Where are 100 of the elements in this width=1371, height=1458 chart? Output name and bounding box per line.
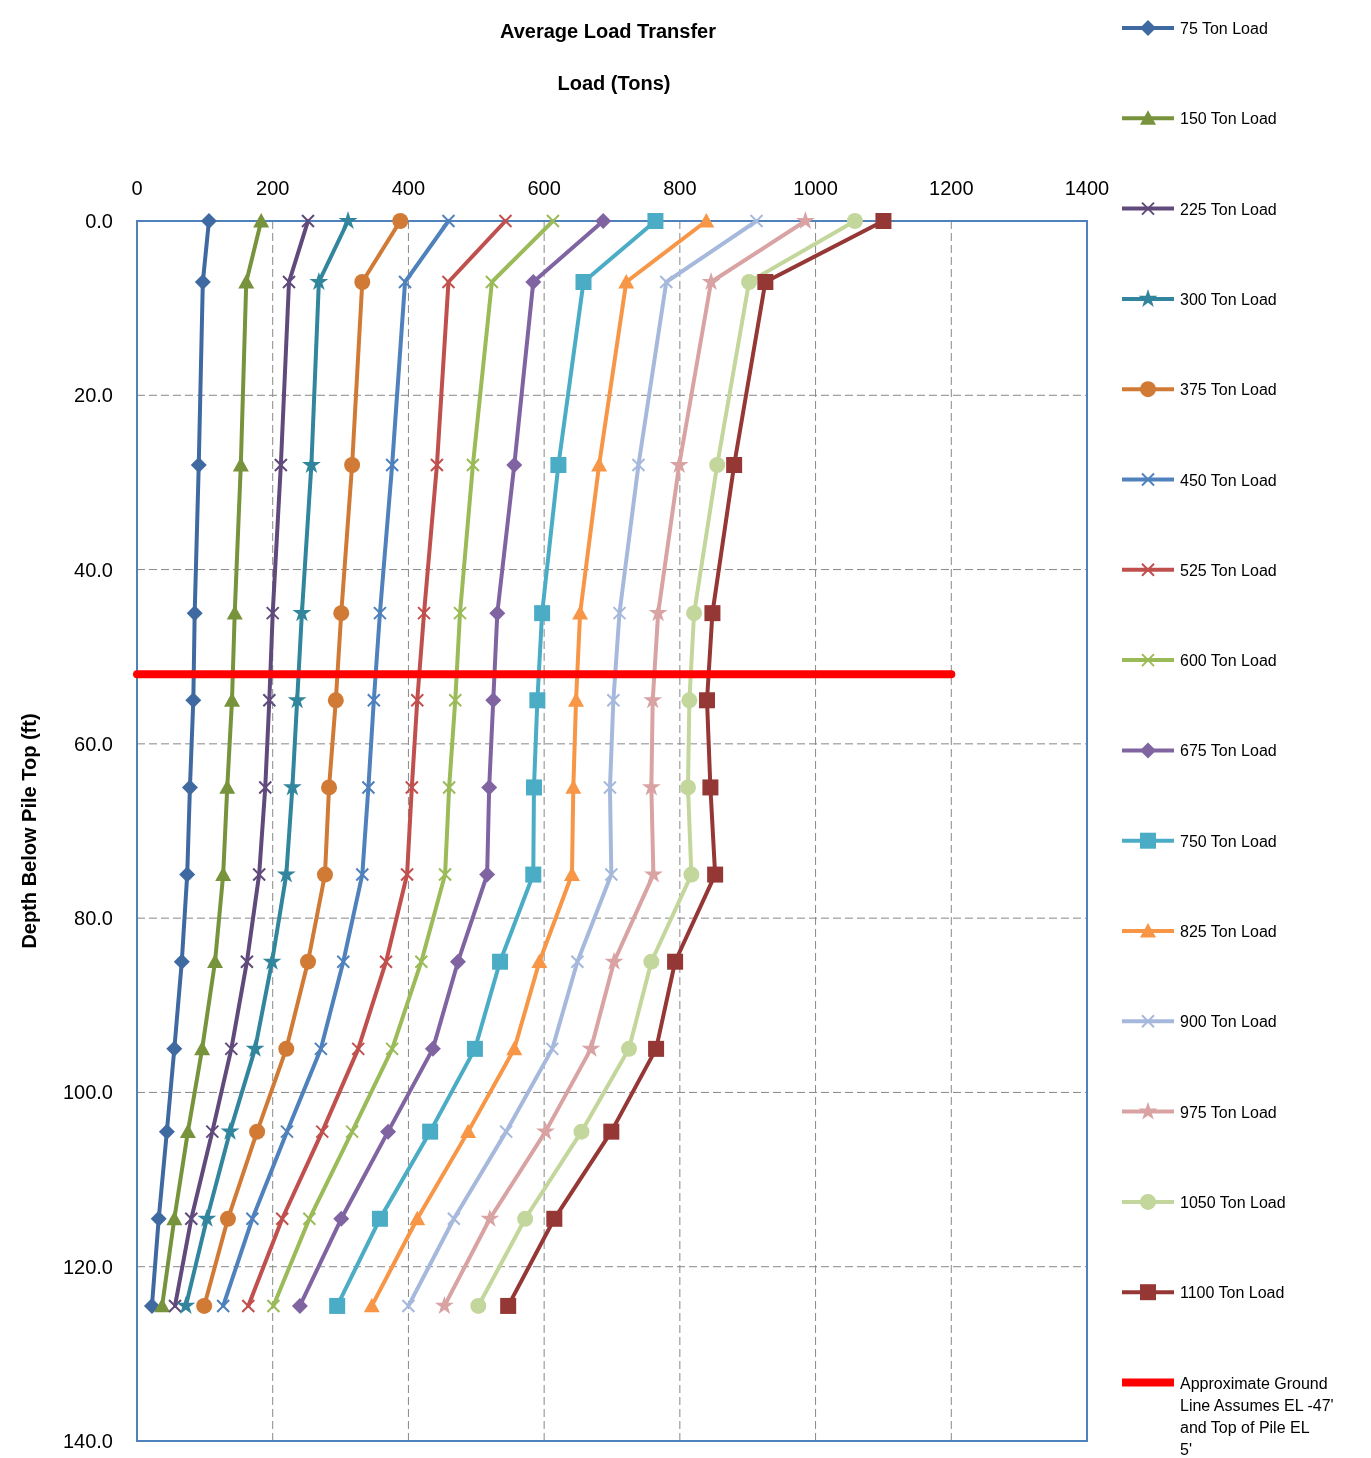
point [757,274,774,290]
point [414,954,429,969]
legend-label: 675 Ton Load [1180,742,1277,760]
point [278,1040,295,1057]
point [392,213,409,229]
point [301,214,315,228]
point [252,867,267,882]
point [449,953,466,970]
legend-label: 300 Ton Load [1180,290,1277,308]
point [185,692,202,709]
point [546,1210,563,1227]
x-tick-label: 800 [663,177,697,199]
point [417,606,432,621]
point [315,1124,330,1139]
point [500,1297,517,1314]
point [602,780,617,795]
point [460,1123,477,1139]
point [683,866,700,883]
point [207,953,224,969]
point [498,214,513,228]
point [336,954,351,969]
legend-label: 900 Ton Load [1180,1013,1277,1031]
point [591,457,608,472]
point [506,457,523,473]
point [400,867,415,882]
point [321,779,338,796]
point [702,779,719,796]
point [686,605,703,622]
point [338,211,358,230]
point [441,214,456,228]
x-tick-label: 1000 [793,177,838,199]
point [345,1124,360,1139]
point [273,458,288,472]
point [659,275,674,289]
legend-label: 375 Ton Load [1180,381,1277,399]
point [726,457,743,473]
y-tick-label: 140.0 [62,1430,113,1452]
point [190,457,207,473]
point [216,1298,231,1313]
point [741,274,758,290]
point [176,1296,196,1314]
point [262,693,277,708]
point [453,606,467,621]
point [366,693,381,708]
point [534,605,551,622]
legend-label: 75 Ton Load [1180,20,1268,37]
point [220,1121,240,1140]
point [550,457,567,473]
point [194,274,211,290]
point [279,1124,294,1139]
point [385,458,400,472]
point [313,1041,328,1056]
legend-label: 1100 Ton Load [1180,1284,1285,1302]
point [329,1297,346,1314]
point [275,1211,290,1226]
point [184,1211,199,1226]
point [266,1298,281,1313]
point [438,867,453,882]
point [846,213,863,229]
point [179,866,196,883]
point [409,1210,426,1226]
x-tick-label: 0 [131,177,143,199]
point [422,1123,439,1140]
point [604,867,619,882]
point [648,603,668,622]
point [186,605,203,622]
point [333,605,350,622]
point [704,605,721,622]
point [545,214,560,228]
point [446,1211,461,1226]
point [647,213,664,229]
point [241,1298,256,1313]
point [173,953,190,970]
point [245,1211,260,1226]
y-tick-label: 100.0 [62,1081,113,1104]
point [197,1208,217,1227]
point [698,213,715,228]
point [371,1210,388,1227]
point [158,1123,175,1140]
legend-label: 600 Ton Load [1180,652,1277,670]
point [150,1210,167,1227]
point [166,1040,183,1057]
point [179,1123,196,1139]
point [536,1121,555,1140]
point [604,951,624,970]
point [249,1123,266,1140]
point [517,1210,534,1227]
point [492,953,509,970]
point [481,779,498,796]
point [238,274,255,289]
point [205,1124,220,1139]
point [200,213,217,229]
point [669,455,689,474]
point [282,275,296,289]
point [262,951,282,970]
point [795,211,815,230]
legend-label: 225 Ton Load [1180,200,1277,218]
point [219,1210,236,1227]
point [385,1041,400,1056]
x-tick-label: 1200 [929,177,974,199]
